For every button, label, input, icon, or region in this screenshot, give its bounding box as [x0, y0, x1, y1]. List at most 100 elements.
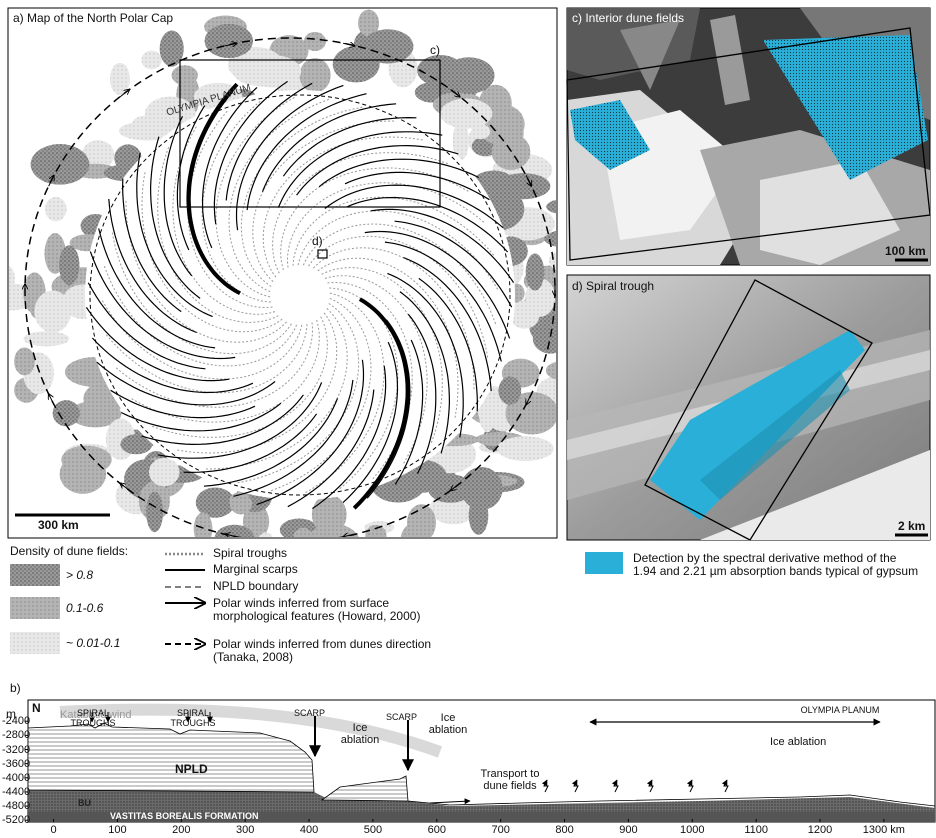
- wind-arrow: [225, 534, 237, 537]
- spiral-trough: [272, 152, 449, 274]
- marginal-scarp: [261, 103, 397, 192]
- x-tick-label: 1100: [744, 824, 768, 836]
- dune-field: [468, 496, 489, 535]
- north-label: N: [32, 701, 41, 715]
- wind-arrow: [120, 483, 130, 491]
- spiral-trough: [329, 287, 399, 490]
- scale-label: 300 km: [38, 518, 79, 532]
- marginal-scarp: [407, 313, 437, 475]
- marginal-scarp: [149, 136, 201, 299]
- spiral-trough: [228, 98, 330, 293]
- x-tick-label: 400: [299, 824, 319, 836]
- density-swatch: [10, 632, 60, 654]
- dune-field: [311, 494, 347, 535]
- katabatic-wind: [59, 703, 443, 758]
- panel-title: d) Spiral trough: [572, 279, 655, 293]
- profile-annotation: Ice ablation: [770, 736, 827, 748]
- y-tick-label: -2400: [2, 715, 31, 728]
- dune-field: [303, 31, 326, 52]
- marginal-scarp: [352, 297, 410, 510]
- ablation-arrow: [686, 779, 694, 793]
- x-tick-label: 800: [555, 824, 574, 836]
- profile-annotation: Ice ablation: [428, 712, 468, 736]
- wind-arrow: [525, 175, 531, 186]
- legend-label: Marginal scarps: [213, 562, 298, 576]
- x-tick-label: 1000: [680, 824, 705, 836]
- spiral-trough: [240, 106, 363, 287]
- wind-arrow: [343, 43, 355, 46]
- dune-field: [159, 30, 184, 67]
- dune-field: [324, 554, 347, 567]
- dune-field: [293, 527, 313, 537]
- ablation-arrow: [571, 779, 579, 793]
- surface: [407, 794, 936, 807]
- spiral-trough: [308, 235, 489, 358]
- marginal-scarp: [296, 144, 459, 196]
- dune-field: [295, 541, 339, 566]
- marginal-scarp: [399, 291, 451, 454]
- x-tick-label: 200: [172, 824, 191, 836]
- dune-field: [318, 534, 332, 537]
- dune-field: [505, 392, 556, 435]
- panel-title: b): [10, 681, 21, 695]
- marginal-scarp: [370, 208, 515, 283]
- dune-field: [400, 522, 430, 537]
- marginal-scarp: [256, 359, 365, 506]
- marginal-scarp: [318, 158, 480, 188]
- spiral-trough: [304, 292, 385, 494]
- detection-label: Detection by the spectral derivative met…: [633, 551, 919, 578]
- y-axis-label: m: [6, 707, 16, 721]
- dune-field: [545, 361, 556, 380]
- wind-arrow: [49, 394, 55, 405]
- y-tick-label: -3200: [2, 743, 31, 756]
- dune-field: [440, 98, 493, 129]
- marginal-scarp: [364, 230, 511, 339]
- marginal-scarp: [163, 115, 193, 277]
- spiral-trough: [111, 232, 292, 355]
- profile-annotation: Transport to dune fields: [480, 768, 540, 792]
- marginal-scarp: [183, 413, 318, 474]
- dune-field: [233, 59, 293, 87]
- marginal-scarp: [89, 251, 236, 360]
- dune-field: [118, 121, 178, 141]
- dune-field: [195, 487, 235, 518]
- x-tick-label: 500: [363, 824, 383, 836]
- marginal-scarp: [387, 272, 464, 438]
- x-tick-label: 1300 km: [862, 824, 905, 836]
- profile-annotation: NPLD: [175, 762, 208, 776]
- dune-field: [525, 253, 545, 291]
- spiral-trough: [103, 265, 298, 367]
- y-tick-label: -4800: [2, 800, 31, 813]
- inset-label: d): [312, 234, 323, 248]
- marginal-scarp: [342, 341, 399, 504]
- npld: [27, 722, 315, 793]
- wind-arrow: [225, 43, 237, 46]
- dune-field: [258, 532, 273, 537]
- marginal-scarp: [394, 339, 424, 485]
- x-tick-label: 1200: [807, 824, 833, 836]
- dune-field: [555, 276, 556, 283]
- legend-label: ~ 0.01-0.1: [66, 636, 121, 650]
- spiral-trough: [141, 171, 283, 333]
- spiral-trough: [172, 125, 276, 315]
- profile-annotation: BU: [78, 798, 91, 808]
- marginal-scarp: [136, 152, 213, 318]
- y-tick-label: -3600: [2, 757, 31, 770]
- spiral-trough: [201, 100, 271, 303]
- legend-label: 0.1-0.6: [66, 601, 104, 615]
- profile-annotation: SCARP: [294, 708, 326, 718]
- spiral-trough: [324, 275, 428, 465]
- dune-field: [109, 62, 130, 95]
- ablation-arrow: [541, 779, 549, 793]
- scale-label: 100 km: [885, 244, 926, 258]
- marginal-scarp: [418, 277, 479, 412]
- dune-field: [546, 200, 556, 214]
- marginal-scarp: [157, 382, 323, 459]
- spiral-trough: [115, 322, 314, 408]
- x-tick-label: 300: [235, 824, 255, 836]
- dune-field: [358, 9, 380, 37]
- dune-field: [452, 121, 469, 161]
- basal-unit: [28, 790, 935, 812]
- marginal-scarp: [233, 379, 354, 497]
